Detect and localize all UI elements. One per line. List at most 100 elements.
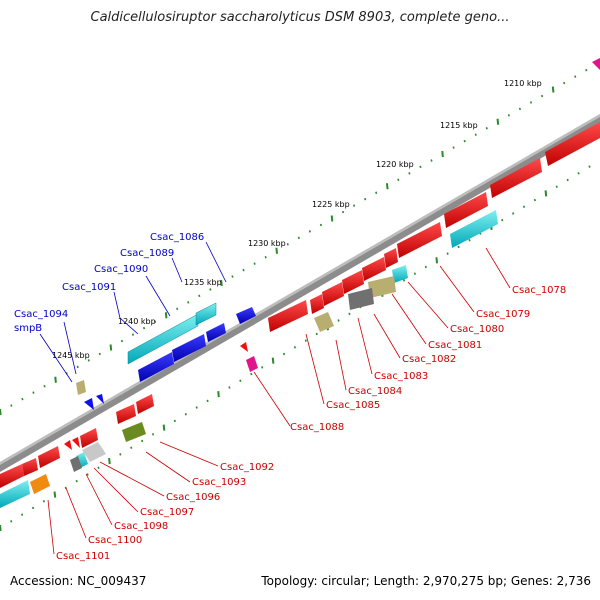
gene-red-small[interactable]: [240, 342, 248, 352]
minor-tick: [120, 339, 123, 343]
minor-tick: [563, 81, 566, 85]
gene-red-2[interactable]: [490, 158, 542, 198]
minor-tick: [21, 397, 24, 401]
gene-csac-1100[interactable]: [70, 456, 82, 472]
gene-csac-1083[interactable]: [342, 270, 364, 294]
gene-red-12[interactable]: [0, 464, 24, 488]
minor-tick: [522, 205, 526, 209]
gene-red-3[interactable]: [444, 192, 488, 228]
minor-tick: [176, 307, 179, 311]
minor-tick: [250, 372, 253, 376]
tick-label-1210: 1210 kbp: [504, 79, 542, 88]
gene-csac-1091[interactable]: [138, 352, 174, 382]
gene-csac-1093[interactable]: [122, 422, 146, 442]
gene-csac-1089b[interactable]: [206, 323, 226, 342]
gene-csac-1097[interactable]: [82, 442, 106, 462]
gene-magenta[interactable]: [246, 356, 258, 372]
gene-red-1[interactable]: [545, 122, 600, 166]
tick-labels: 1210 kbp 1215 kbp 1220 kbp 1225 kbp 1230…: [52, 79, 542, 360]
forward-genes[interactable]: [76, 58, 600, 410]
minor-tick: [195, 406, 198, 409]
label-csac-1092[interactable]: Csac_1092: [220, 462, 274, 473]
minor-tick: [31, 506, 35, 510]
gene-red-10[interactable]: [38, 446, 60, 468]
gene-csac-1094[interactable]: [76, 380, 86, 395]
reverse-genes[interactable]: [0, 122, 600, 508]
label-csac-1090[interactable]: Csac_1090: [94, 264, 148, 275]
label-csac-1083[interactable]: Csac_1083: [374, 371, 428, 382]
gene-red-4[interactable]: [384, 248, 398, 268]
gene-csac-1090b[interactable]: [172, 334, 206, 362]
accession-text: Accession: NC_009437: [10, 574, 147, 588]
gene-smpb-b[interactable]: [96, 394, 104, 404]
major-tick: [54, 376, 57, 383]
gene-red-9[interactable]: [64, 440, 72, 450]
minor-tick: [507, 114, 510, 117]
gene-csac-1082[interactable]: [348, 288, 374, 310]
minor-tick: [231, 275, 234, 278]
tick-label-1215: 1215 kbp: [440, 121, 478, 130]
gene-csac-1089[interactable]: [195, 302, 217, 326]
gene-red-5[interactable]: [362, 257, 386, 281]
minor-tick: [209, 288, 212, 291]
gene-csac-1079[interactable]: [397, 222, 442, 258]
minor-tick: [264, 255, 267, 259]
minor-tick: [501, 218, 504, 222]
minor-tick: [474, 133, 477, 136]
gene-cyan-edge[interactable]: [0, 480, 30, 508]
minor-tick: [540, 94, 544, 98]
minor-tick: [87, 359, 90, 362]
label-csac-1093[interactable]: Csac_1093: [192, 477, 246, 488]
label-csac-1080[interactable]: Csac_1080: [450, 324, 504, 335]
label-csac-1094[interactable]: Csac_1094: [14, 309, 68, 320]
gene-csac-1084[interactable]: [322, 282, 344, 306]
minor-tick: [10, 520, 13, 523]
gene-csac-1090[interactable]: [127, 313, 199, 365]
minor-tick: [261, 366, 264, 369]
label-csac-1096[interactable]: Csac_1096: [166, 492, 220, 503]
label-smpb[interactable]: smpB: [14, 323, 42, 334]
gene-red-6[interactable]: [310, 294, 324, 314]
label-csac-1085[interactable]: Csac_1085: [326, 400, 380, 411]
label-csac-1084[interactable]: Csac_1084: [348, 386, 402, 397]
major-tick: [441, 150, 444, 158]
gene-csac-1092[interactable]: [116, 404, 136, 424]
label-csac-1101[interactable]: Csac_1101: [56, 551, 110, 562]
label-csac-1086[interactable]: Csac_1086: [150, 232, 204, 243]
label-csac-1091[interactable]: Csac_1091: [62, 282, 116, 293]
gene-csac-1101[interactable]: [30, 474, 50, 494]
minor-tick: [239, 379, 242, 383]
label-csac-1088[interactable]: Csac_1088: [290, 422, 344, 433]
gene-csac-1088[interactable]: [268, 300, 308, 332]
gene-csac-1096[interactable]: [80, 428, 98, 448]
gene-red-7[interactable]: [136, 394, 154, 414]
gene-csac-1085[interactable]: [314, 312, 334, 332]
label-csac-1082[interactable]: Csac_1082: [402, 354, 456, 365]
minor-tick: [463, 139, 466, 143]
minor-tick: [468, 239, 471, 242]
minor-tick: [397, 178, 400, 182]
minor-tick: [585, 68, 588, 72]
gene-smpb[interactable]: [84, 398, 94, 410]
label-csac-1097[interactable]: Csac_1097: [140, 507, 194, 518]
label-csac-1100[interactable]: Csac_1100: [88, 535, 142, 546]
label-csac-1089[interactable]: Csac_1089: [120, 248, 174, 259]
gene-csac-1080[interactable]: [392, 265, 408, 283]
minor-tick: [577, 172, 580, 175]
gene-csac-1078[interactable]: [450, 210, 498, 248]
minor-tick: [315, 332, 318, 336]
gene-edge-magenta[interactable]: [592, 58, 600, 70]
label-csac-1078[interactable]: Csac_1078: [512, 285, 566, 296]
label-csac-1081[interactable]: Csac_1081: [428, 340, 482, 351]
gene-csac-1081[interactable]: [368, 276, 396, 298]
label-csac-1079[interactable]: Csac_1079: [476, 309, 530, 320]
label-csac-1098[interactable]: Csac_1098: [114, 521, 168, 532]
gene-red-11[interactable]: [22, 458, 38, 476]
gene-csac-1086[interactable]: [236, 307, 256, 324]
backbone: [0, 114, 600, 472]
gene-red-8[interactable]: [72, 437, 80, 448]
tick-ring-inner: [0, 165, 591, 532]
major-tick: [53, 491, 57, 498]
major-tick: [435, 257, 439, 264]
